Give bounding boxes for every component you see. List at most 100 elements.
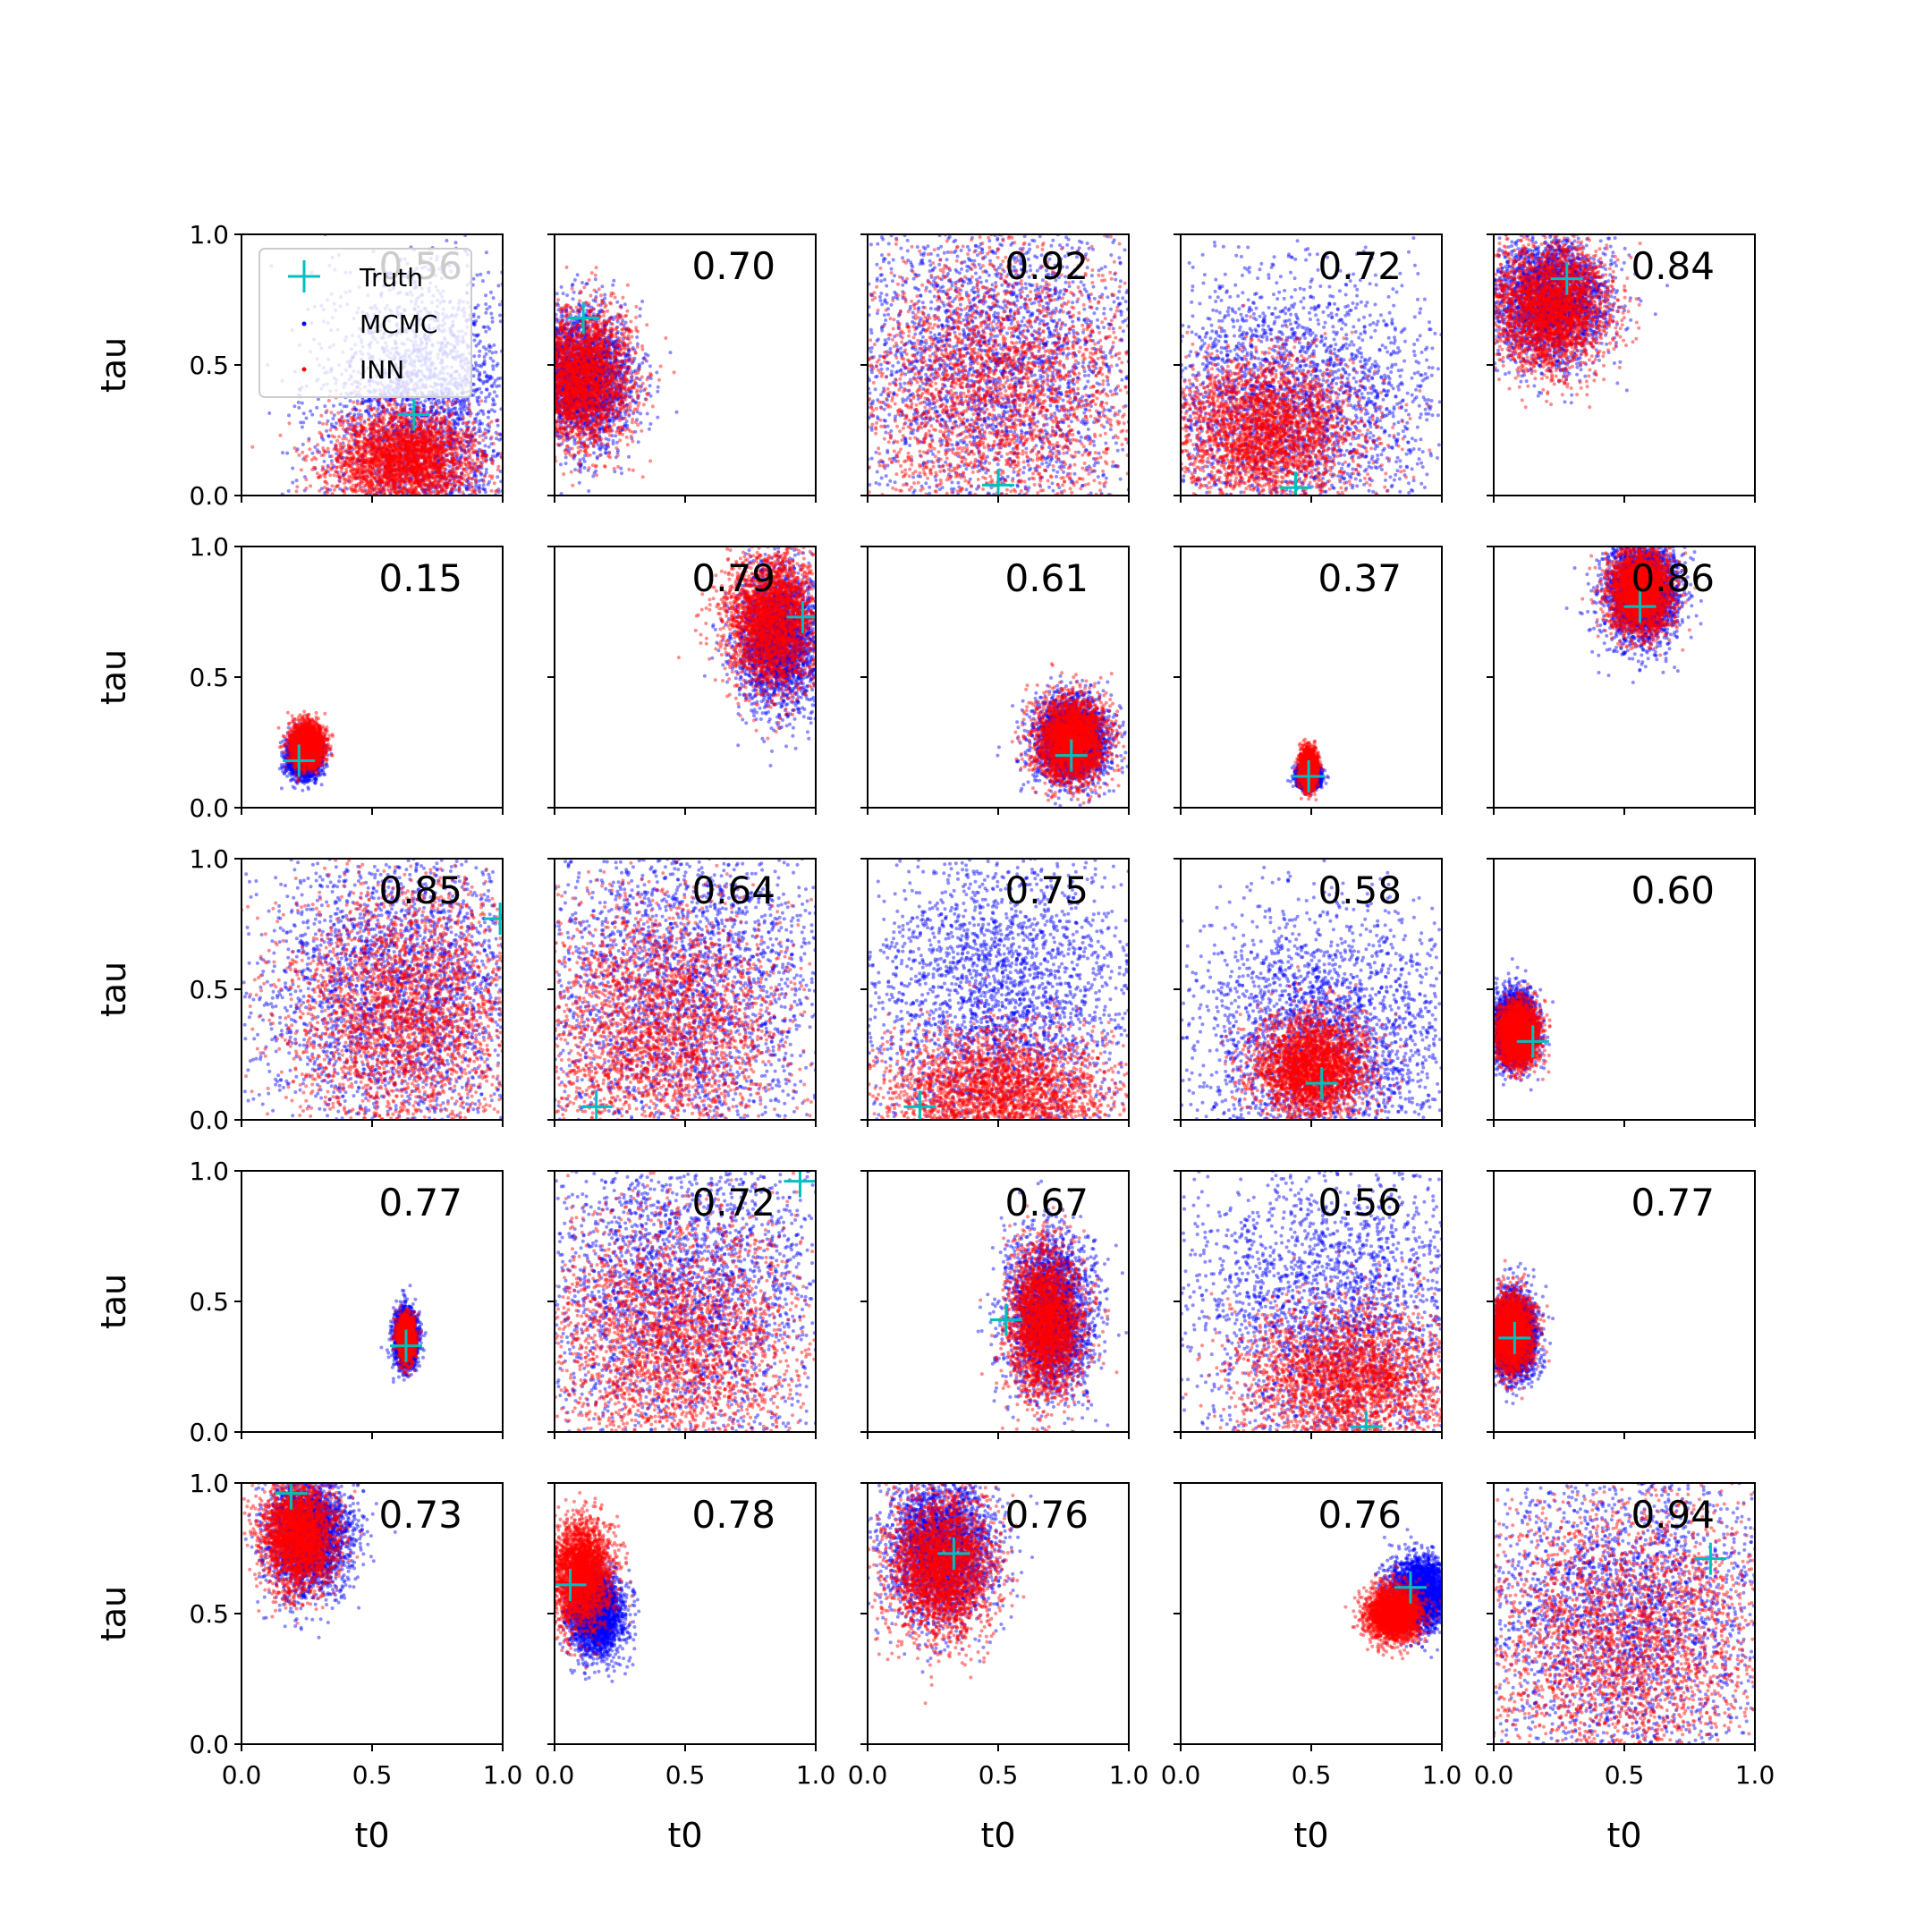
scatter-point <box>482 326 486 329</box>
scatter-point <box>320 469 324 472</box>
scatter-point <box>429 486 433 489</box>
scatter-point <box>333 413 336 417</box>
scatter-point <box>325 429 328 433</box>
scatter-point <box>460 482 463 486</box>
scatter-point <box>402 465 406 469</box>
scatter-point <box>395 431 399 435</box>
scatter-point <box>339 461 343 464</box>
scatter-point <box>375 416 378 419</box>
scatter-point <box>309 410 312 413</box>
scatter-point <box>422 420 426 424</box>
scatter-point <box>330 425 334 428</box>
scatter-point <box>434 479 437 482</box>
scatter-point <box>360 453 364 456</box>
scatter-point <box>388 443 392 446</box>
scatter-point <box>335 466 338 470</box>
scatter-point <box>427 462 430 466</box>
scatter-point <box>410 487 413 491</box>
y-tick-label: 0.5 <box>189 351 229 380</box>
scatter-point <box>402 453 406 456</box>
scatter-point <box>358 409 361 412</box>
scatter-point <box>484 293 487 297</box>
scatter-point <box>382 411 386 414</box>
scatter-point <box>468 402 471 405</box>
scatter-point <box>384 465 387 469</box>
scatter-point <box>428 455 431 459</box>
scatter-point <box>496 465 500 469</box>
scatter-point <box>487 327 491 331</box>
scatter-point <box>418 453 421 456</box>
scatter-point <box>316 443 319 446</box>
scatter-point <box>419 471 423 475</box>
scatter-point <box>381 451 385 454</box>
scatter-point <box>356 469 360 472</box>
scatter-point <box>330 454 334 458</box>
scatter-point <box>395 425 399 428</box>
scatter-point <box>429 401 433 404</box>
scatter-point <box>435 462 438 466</box>
scatter-point <box>292 404 296 408</box>
scatter-point <box>436 451 440 454</box>
scatter-point <box>476 457 479 461</box>
scatter-point <box>416 462 419 466</box>
scatter-point <box>469 470 472 474</box>
scatter-point <box>429 491 433 495</box>
scatter-point <box>390 425 394 428</box>
scatter-point <box>371 488 375 492</box>
scatter-point <box>444 453 447 456</box>
scatter-point <box>456 479 460 483</box>
scatter-point <box>436 406 440 410</box>
scatter-point <box>472 354 476 358</box>
scatter-point <box>420 481 424 485</box>
scatter-point <box>310 452 314 455</box>
scatter-point <box>484 400 487 403</box>
scatter-point <box>423 405 427 409</box>
scatter-point <box>474 462 478 465</box>
scatter-point <box>428 436 432 440</box>
scatter-point <box>362 448 366 452</box>
scatter-point <box>401 399 404 402</box>
scatter-point <box>387 480 391 484</box>
scatter-point <box>408 478 411 481</box>
scatter-point <box>442 489 445 493</box>
scatter-point <box>297 453 301 457</box>
scatter-point <box>432 412 436 416</box>
scatter-point <box>487 480 491 484</box>
scatter-point <box>496 419 499 423</box>
scatter-point <box>352 487 355 491</box>
scatter-point <box>326 434 330 437</box>
scatter-point <box>474 474 478 478</box>
scatter-point <box>466 445 470 448</box>
scatter-point <box>347 462 351 466</box>
scatter-point <box>480 422 484 426</box>
scatter-point <box>343 463 347 467</box>
scatter-point <box>434 439 437 443</box>
scatter-point <box>428 443 432 446</box>
scatter-point <box>447 425 451 428</box>
scatter-point <box>442 422 445 426</box>
scatter-point <box>307 439 310 443</box>
scatter-point <box>451 465 454 469</box>
scatter-point <box>341 445 344 449</box>
scatter-point <box>408 440 411 444</box>
scatter-point <box>375 487 378 490</box>
scatter-point <box>319 433 323 436</box>
scatter-point <box>310 468 314 471</box>
scatter-point <box>462 408 466 411</box>
scatter-point <box>291 467 294 470</box>
scatter-point <box>326 487 329 491</box>
scatter-point <box>473 323 477 326</box>
scatter-point <box>372 426 376 429</box>
scatter-point <box>479 461 482 464</box>
scatter-point <box>358 446 361 450</box>
scatter-point <box>394 406 398 410</box>
scatter-point <box>451 453 454 456</box>
scatter-point <box>393 480 396 484</box>
scatter-point <box>338 442 342 445</box>
scatter-point <box>387 489 391 493</box>
scatter-point <box>432 452 436 455</box>
scatter-point <box>338 420 342 424</box>
scatter-point <box>459 475 462 479</box>
scatter-point <box>491 360 495 363</box>
scatter-point <box>347 445 351 448</box>
